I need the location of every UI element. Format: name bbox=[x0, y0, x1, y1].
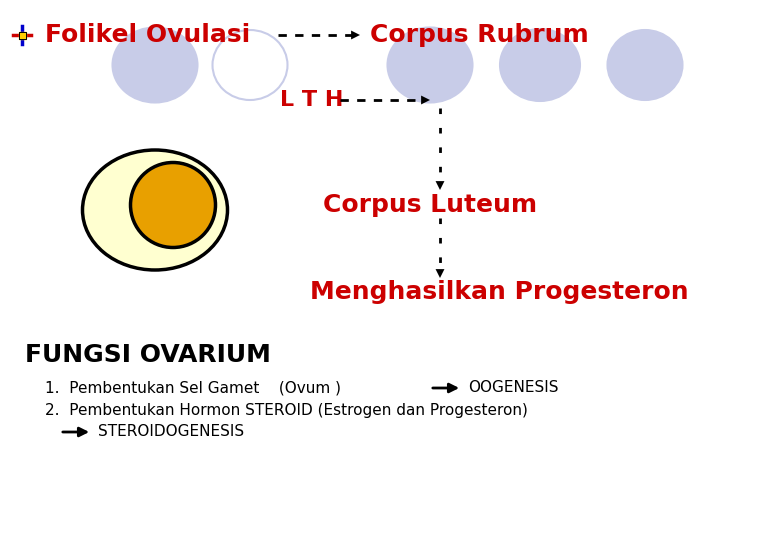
Ellipse shape bbox=[83, 150, 228, 270]
Text: STEROIDOGENESIS: STEROIDOGENESIS bbox=[98, 424, 244, 440]
Text: FUNGSI OVARIUM: FUNGSI OVARIUM bbox=[25, 343, 271, 367]
Ellipse shape bbox=[388, 28, 473, 103]
Ellipse shape bbox=[130, 163, 215, 247]
Ellipse shape bbox=[212, 30, 288, 100]
Ellipse shape bbox=[500, 29, 580, 101]
Text: 1.  Pembentukan Sel Gamet    (Ovum ): 1. Pembentukan Sel Gamet (Ovum ) bbox=[45, 381, 341, 395]
Text: Corpus Rubrum: Corpus Rubrum bbox=[370, 23, 589, 47]
Bar bbox=[19, 31, 26, 38]
Text: Corpus Luteum: Corpus Luteum bbox=[323, 193, 537, 217]
Text: 2.  Pembentukan Hormon STEROID (Estrogen dan Progesteron): 2. Pembentukan Hormon STEROID (Estrogen … bbox=[45, 402, 528, 417]
Text: L T H: L T H bbox=[280, 90, 343, 110]
Ellipse shape bbox=[112, 28, 197, 103]
Text: Folikel Ovulasi: Folikel Ovulasi bbox=[45, 23, 250, 47]
Text: Menghasilkan Progesteron: Menghasilkan Progesteron bbox=[310, 280, 689, 304]
Ellipse shape bbox=[608, 30, 682, 100]
Text: OOGENESIS: OOGENESIS bbox=[468, 381, 558, 395]
